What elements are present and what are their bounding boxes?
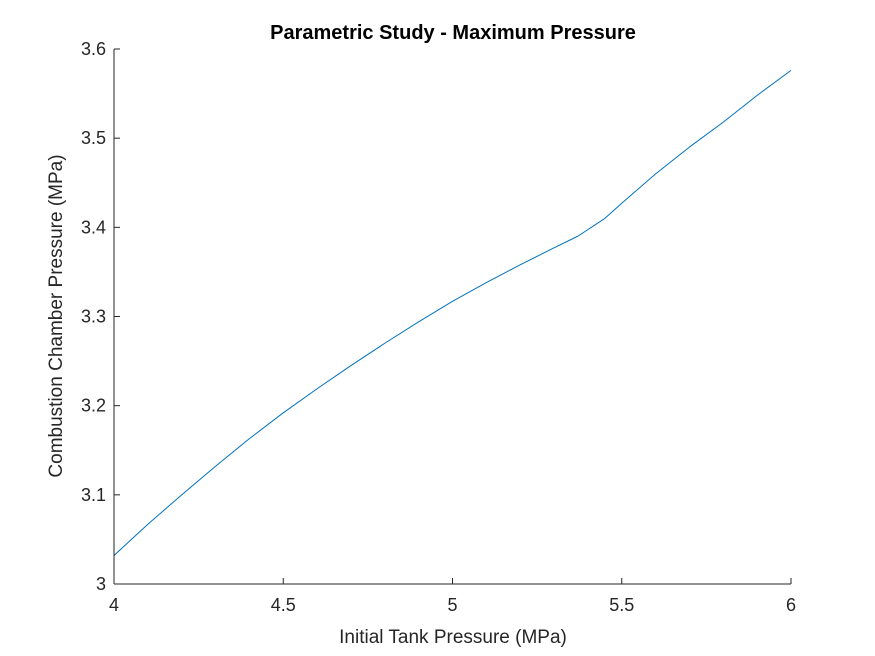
- y-tick-label: 3.2: [81, 396, 106, 416]
- series-layer: [113, 69, 792, 556]
- y-tick-label: 3.3: [81, 307, 106, 327]
- chart-title: Parametric Study - Maximum Pressure: [270, 22, 636, 44]
- plot-area: [114, 49, 791, 584]
- x-axis-label: Initial Tank Pressure (MPa): [339, 627, 567, 648]
- y-tick-label: 3.4: [81, 217, 106, 237]
- y-tick-label: 3.1: [81, 485, 106, 505]
- y-axis-ticks: 3 3.1 3.2 3.3 3.4 3.5 3.6: [81, 39, 120, 594]
- y-axis-label: Combustion Chamber Pressure (MPa): [46, 154, 67, 477]
- series-line-0: [113, 69, 792, 556]
- y-tick-label: 3: [96, 574, 106, 594]
- x-tick-label: 6: [786, 595, 796, 615]
- x-tick-label: 4.5: [271, 595, 296, 615]
- x-axis-ticks: 4 4.5 5 5.5 6: [109, 578, 796, 615]
- x-tick-label: 5: [447, 595, 457, 615]
- x-tick-label: 5.5: [609, 595, 634, 615]
- x-tick-label: 4: [109, 595, 119, 615]
- y-tick-label: 3.6: [81, 39, 106, 59]
- y-tick-label: 3.5: [81, 128, 106, 148]
